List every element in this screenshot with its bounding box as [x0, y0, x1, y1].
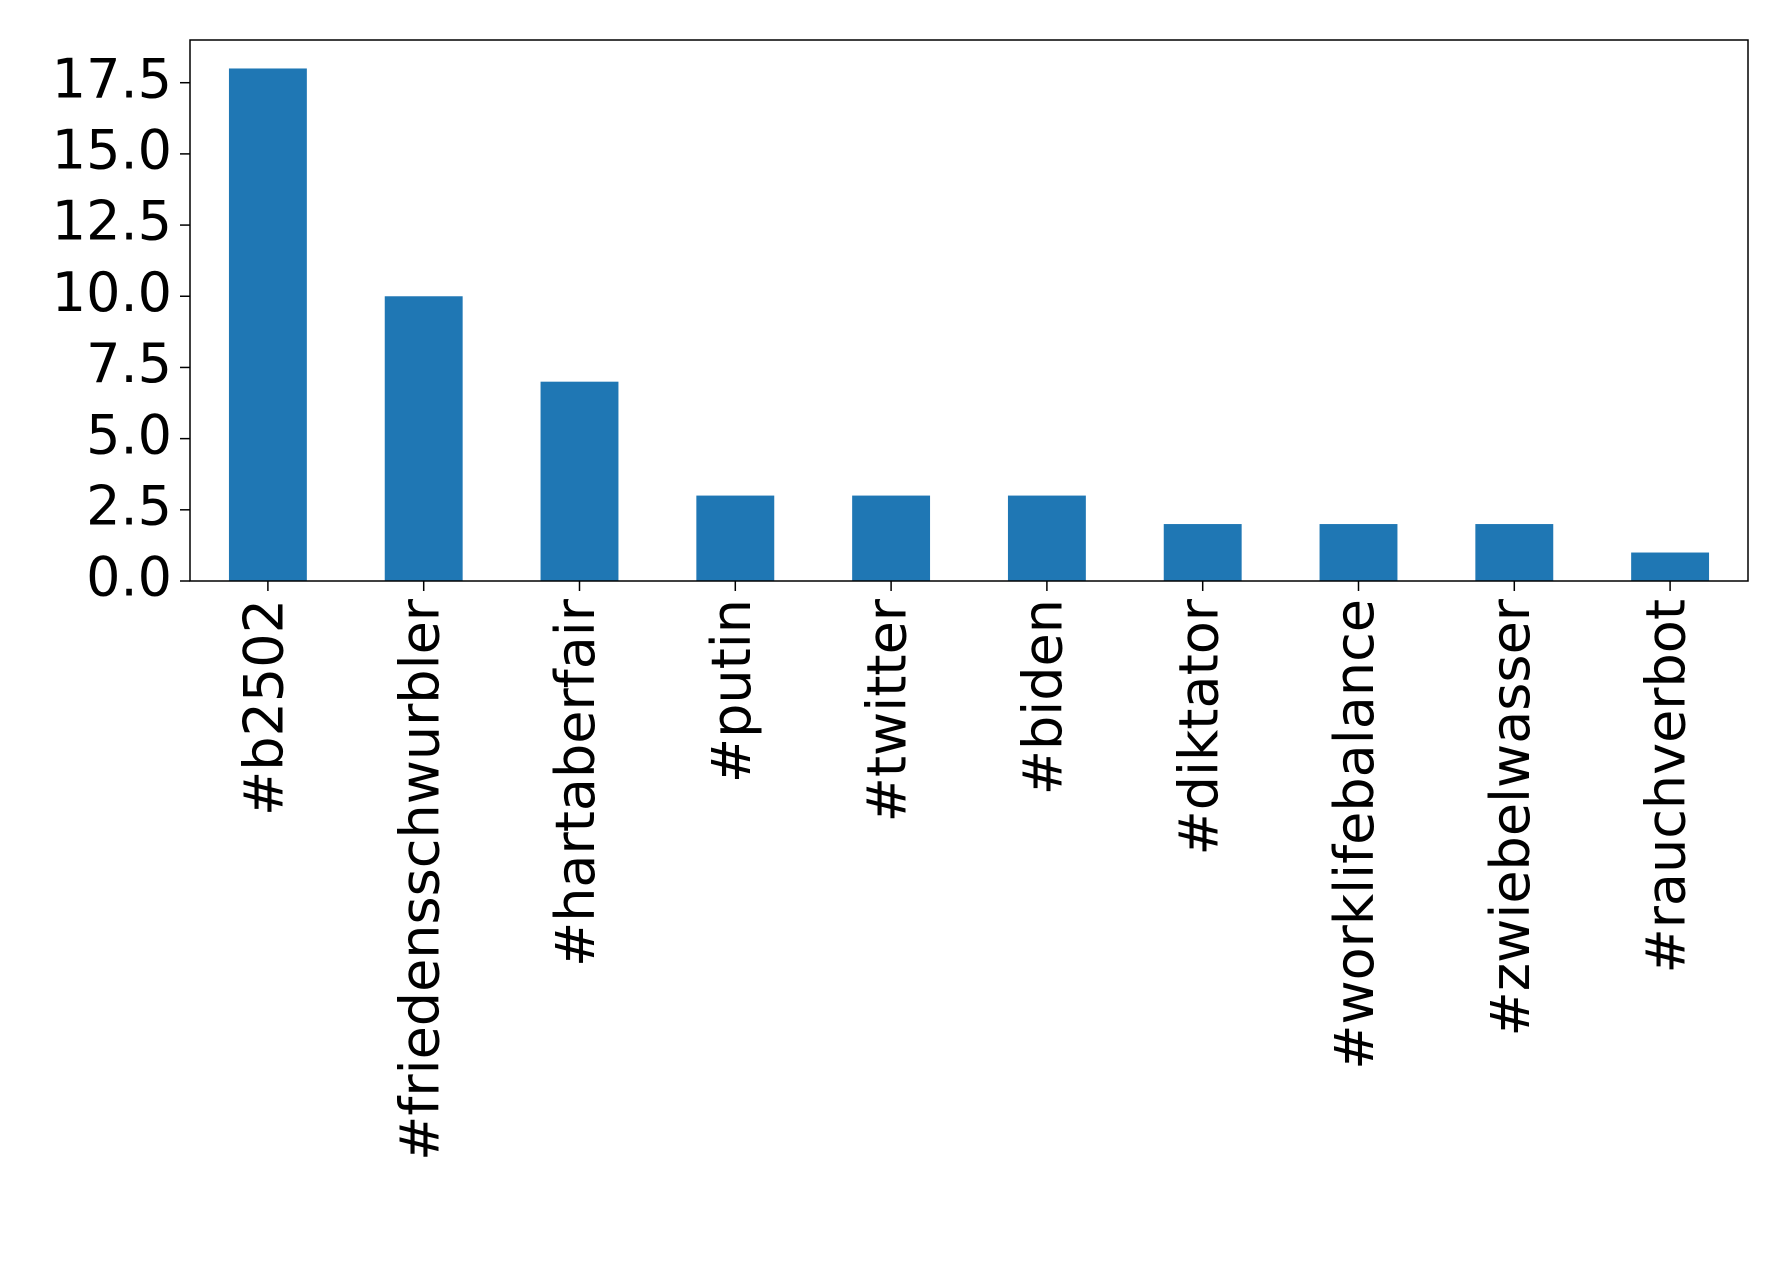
x-tick-label: #zwiebelwasser	[1479, 598, 1542, 1036]
bar	[384, 296, 463, 581]
y-tick-label: 12.5	[52, 190, 172, 253]
bar	[540, 381, 619, 581]
y-tick-label: 7.5	[86, 332, 172, 395]
y-tick-label: 17.5	[52, 47, 172, 110]
x-tick-label: #diktator	[1167, 598, 1230, 855]
x-tick-label: #putin	[700, 599, 763, 783]
plot-frame	[189, 39, 1749, 582]
y-tick-label: 5.0	[86, 403, 172, 466]
x-tick-label: #worklifebalance	[1323, 599, 1386, 1070]
bar	[1631, 552, 1710, 581]
x-tick-label: #friedensschwurbler	[388, 598, 451, 1161]
y-tick-label: 0.0	[86, 546, 172, 609]
y-tick-label: 15.0	[52, 119, 172, 182]
bar	[1007, 495, 1086, 581]
bar	[852, 495, 931, 581]
x-tick-label: #b2502	[233, 599, 296, 816]
y-tick-label: 10.0	[52, 261, 172, 324]
bar	[696, 495, 775, 581]
bar	[1319, 524, 1398, 581]
bar	[1475, 524, 1554, 581]
bar	[228, 68, 307, 581]
x-tick-label: #biden	[1012, 599, 1075, 795]
bar	[1163, 524, 1242, 581]
x-tick-label: #twitter	[856, 598, 919, 822]
x-tick-label: #hartaberfair	[544, 598, 607, 967]
y-tick-label: 2.5	[86, 474, 172, 537]
x-tick-label: #rauchverbot	[1635, 599, 1698, 974]
